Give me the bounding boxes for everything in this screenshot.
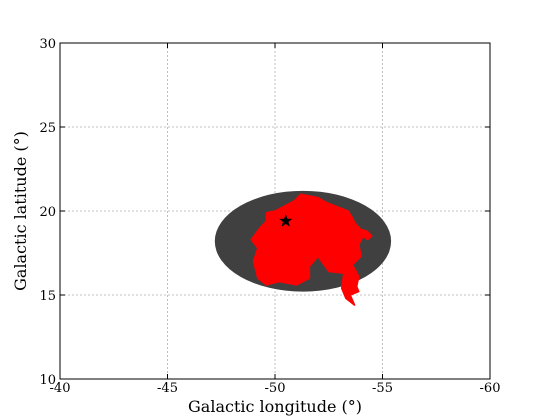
marks	[214, 190, 392, 306]
x-axis-label: Galactic longitude (°)	[188, 397, 362, 416]
ticks: -40 -45 -50 -55 -60 10 15 20 25 30	[39, 37, 500, 396]
y-tick-label: 30	[39, 37, 56, 52]
red-region	[250, 193, 373, 306]
x-tick-label: -50	[265, 381, 286, 396]
y-tick-label: 15	[39, 289, 56, 304]
y-tick-label: 20	[39, 205, 56, 220]
x-tick-label: -45	[157, 381, 178, 396]
star-marker	[279, 214, 293, 227]
y-tick-label: 10	[39, 373, 56, 388]
x-tick-label: -55	[372, 381, 393, 396]
x-tick-label: -40	[50, 381, 71, 396]
x-tick-label: -60	[480, 381, 501, 396]
y-tick-label: 25	[39, 121, 56, 136]
y-axis-label: Galactic latitude (°)	[11, 131, 30, 291]
